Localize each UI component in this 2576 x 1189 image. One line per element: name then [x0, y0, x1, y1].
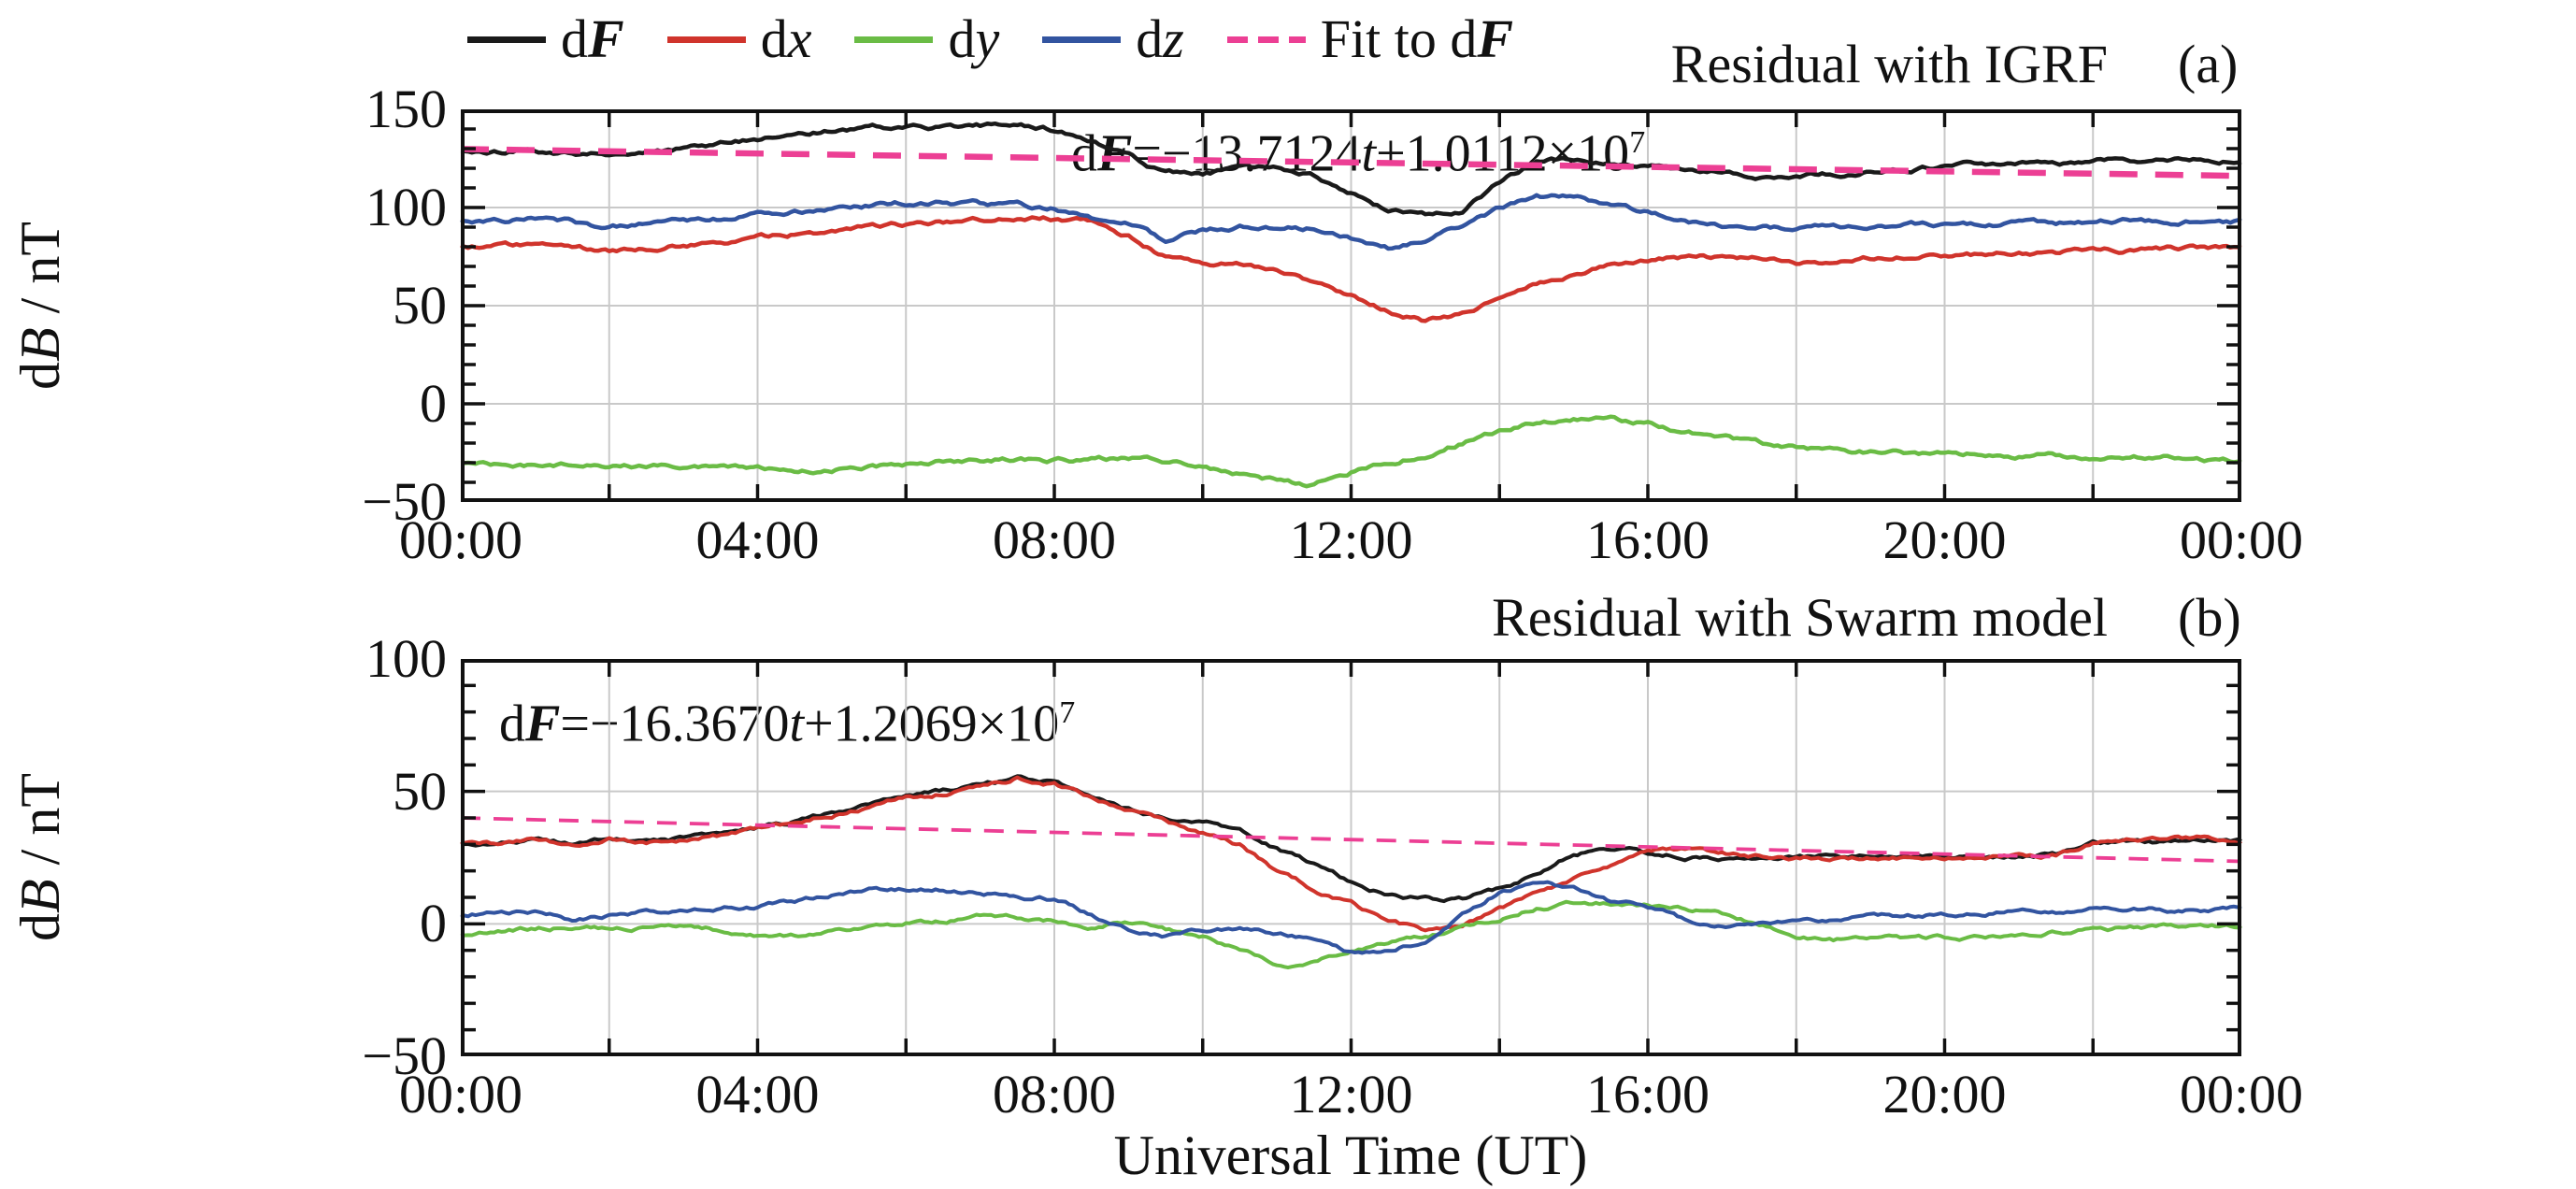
x-tick-label: 20:00: [1882, 1064, 2007, 1125]
legend-line-sample-fit-icon: [1226, 36, 1306, 43]
legend-line-sample-dy-icon: [854, 36, 934, 43]
x-tick-label: 00:00: [2179, 509, 2304, 570]
y-tick-label: 150: [365, 79, 447, 139]
x-tick-label: 16:00: [1585, 1064, 1710, 1125]
x-tick-label: 12:00: [1289, 509, 1413, 570]
y-tick-label: 100: [365, 177, 447, 237]
x-tick-label: 00:00: [2179, 1064, 2304, 1125]
legend-label-dy: dy: [948, 8, 1000, 69]
x-tick-label: 00:00: [398, 1064, 523, 1125]
legend-label-fit: Fit to dF: [1320, 8, 1514, 69]
x-tick-label: 12:00: [1289, 1064, 1413, 1125]
y-tick-label: 100: [365, 628, 447, 689]
y-tick-label: −50: [362, 471, 447, 532]
legend-item-dy: dy: [854, 7, 999, 72]
x-tick-label: 16:00: [1585, 509, 1710, 570]
legend-item-dz: dz: [1042, 7, 1184, 72]
x-tick-label: 00:00: [398, 509, 523, 570]
legend-label-dx: dx: [760, 8, 812, 69]
y-tick-label: 50: [393, 760, 447, 822]
legend-line-sample-dz-icon: [1042, 36, 1122, 43]
legend-item-dx: dx: [666, 7, 812, 72]
x-tick-label: 04:00: [695, 509, 820, 570]
legend-item-dF: dF: [467, 7, 624, 72]
panel-b-chart: [460, 659, 2242, 1056]
legend: dF dx dy dz Fit to dF: [467, 4, 1556, 75]
panel-b-y-axis-label: dB / nT: [9, 773, 71, 941]
legend-line-sample-dF-icon: [467, 36, 546, 43]
x-tick-label: 08:00: [992, 1064, 1117, 1125]
panel-a-y-axis-label: dB / nT: [9, 222, 71, 390]
x-axis-title: Universal Time (UT): [1113, 1125, 1588, 1186]
legend-label-dz: dz: [1136, 8, 1184, 69]
panel-a-chart: [460, 109, 2242, 502]
legend-line-sample-dx-icon: [666, 36, 746, 43]
y-tick-label: −50: [362, 1025, 447, 1086]
panel-b-tag: (b): [2178, 587, 2241, 648]
x-tick-label: 04:00: [695, 1064, 820, 1125]
x-tick-label: 08:00: [992, 509, 1117, 570]
legend-label-dF: dF: [561, 8, 624, 69]
y-tick-label: 0: [420, 893, 447, 954]
panel-b-title: Residual with Swarm model: [1492, 587, 2108, 648]
panel-a-fit-equation: dF=−13.7124t+1.0112×107: [1071, 124, 1646, 183]
y-tick-label: 50: [393, 275, 447, 336]
panel-b-fit-equation: dF=−16.3670t+1.2069×107: [499, 695, 1076, 753]
legend-item-fit: Fit to dF: [1226, 7, 1514, 72]
x-tick-label: 20:00: [1882, 509, 2007, 570]
panel-a-tag: (a): [2178, 34, 2239, 94]
y-tick-label: 0: [420, 373, 447, 434]
panel-a-title: Residual with IGRF: [1670, 34, 2108, 94]
